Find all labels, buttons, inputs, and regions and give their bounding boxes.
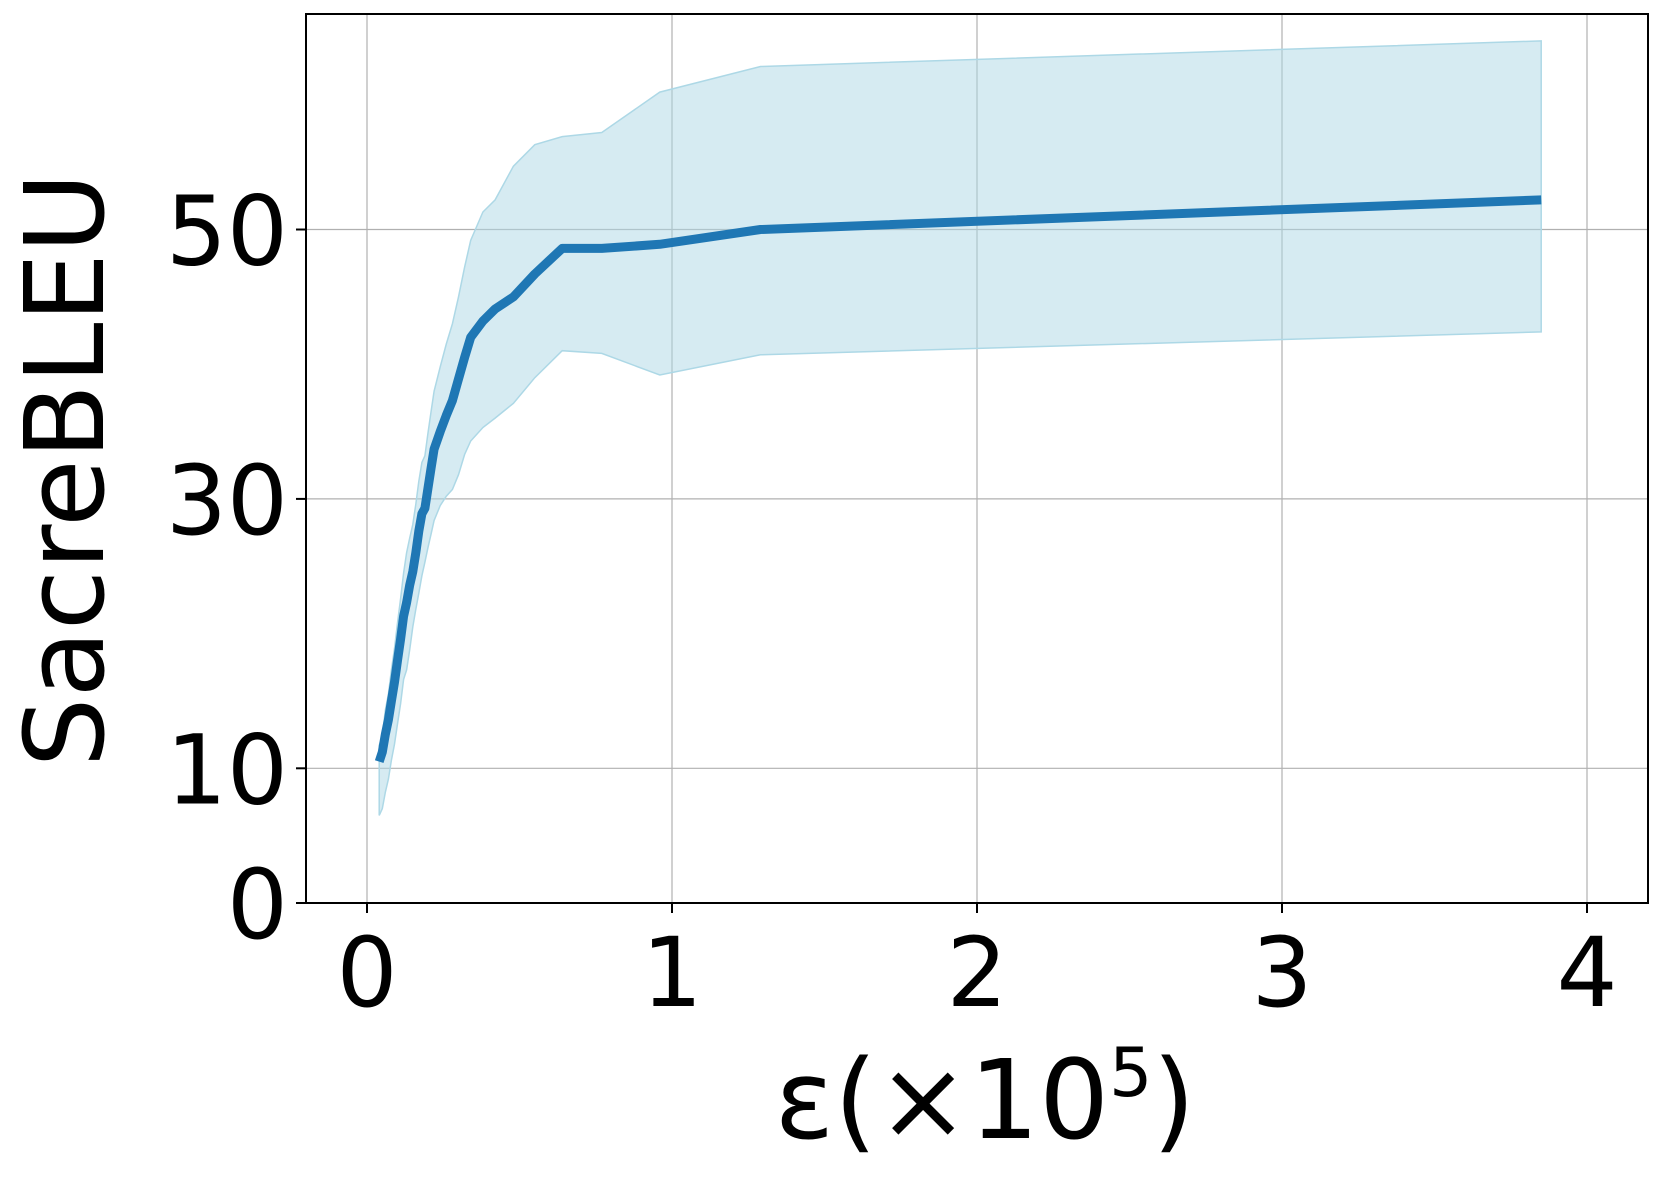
y-tick-label: 10 [166, 714, 288, 826]
y-tick-labels: 0 10 30 50 [166, 176, 288, 961]
x-tick-label: 1 [641, 917, 702, 1029]
sacrebleu-line [374, 195, 1542, 763]
confidence-band [378, 40, 1542, 816]
y-tick-label: 0 [227, 849, 288, 961]
x-tick-label: 2 [946, 917, 1007, 1029]
tick-marks [296, 228, 1588, 913]
y-tick-label: 30 [166, 445, 288, 557]
x-tick-labels: 0 1 2 3 4 [336, 917, 1617, 1029]
y-tick-label: 50 [166, 176, 288, 288]
x-axis-label-base: ε(×10 [775, 1036, 1110, 1164]
x-axis-label: ε(×105) [775, 1034, 1196, 1164]
x-axis-label-exponent: 5 [1109, 1034, 1152, 1113]
x-axis-label-close: ) [1152, 1036, 1195, 1164]
x-tick-label: 4 [1556, 917, 1617, 1029]
y-axis-label: SacreBLEU [1, 173, 129, 768]
x-tick-label: 3 [1251, 917, 1312, 1029]
x-tick-label: 0 [336, 917, 397, 1029]
